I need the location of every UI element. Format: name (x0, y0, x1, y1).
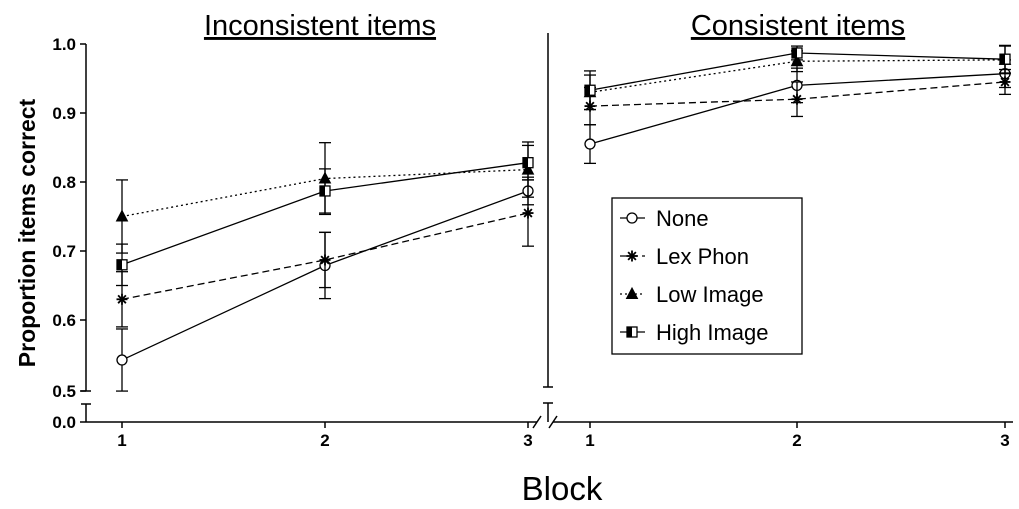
y-axis-label: Proportion items correct (14, 98, 40, 367)
marker-filled-triangle (625, 286, 639, 299)
legend-label: Low Image (656, 282, 764, 307)
x-axis-break-mark (548, 415, 558, 429)
marker-open-circle (626, 212, 638, 224)
marker-square-fill (1000, 54, 1005, 65)
x-tick-label: 3 (523, 431, 532, 450)
marker-asterisk-stroke (523, 208, 533, 218)
legend-item (620, 250, 645, 262)
x-tick-label: 3 (1000, 431, 1009, 450)
marker-square-fill (792, 47, 797, 58)
series-high-image (116, 144, 534, 287)
x-tick-label: 2 (320, 431, 329, 450)
legend-item (620, 286, 645, 299)
marker-filled-triangle (115, 209, 129, 222)
legend-label: None (656, 206, 709, 231)
x-tick-label: 1 (585, 431, 594, 450)
y-tick-label: 0.0 (52, 413, 76, 432)
marker-square-fill (320, 185, 325, 196)
panel-title: Inconsistent items (204, 10, 436, 42)
marker-square-fill (117, 259, 122, 270)
y-tick-label: 0.5 (52, 382, 76, 401)
series-line (589, 81, 1006, 107)
marker-asterisk-stroke (320, 255, 330, 265)
marker-asterisk-stroke (792, 94, 802, 104)
x-axis-break-mark (532, 415, 542, 429)
marker-open-circle (584, 138, 596, 150)
x-tick-label: 2 (792, 431, 801, 450)
marker-square-fill (523, 157, 528, 168)
marker-asterisk-stroke (627, 251, 637, 261)
y-tick-label: 0.6 (52, 311, 76, 330)
panel-title: Consistent items (691, 10, 905, 42)
marker-asterisk-stroke (117, 294, 127, 304)
legend-item (620, 212, 645, 224)
legend-label: High Image (656, 320, 769, 345)
x-axis-label: Block (522, 470, 603, 507)
marker-open-circle (116, 354, 128, 366)
legend-box (611, 197, 803, 355)
marker-square-fill (585, 85, 590, 96)
series-line (121, 212, 529, 300)
y-tick-label: 0.8 (52, 173, 76, 192)
y-tick-label: 0.7 (52, 242, 76, 261)
legend-item (620, 326, 645, 338)
legend-label: Lex Phon (656, 244, 749, 269)
marker-asterisk-stroke (1000, 77, 1010, 87)
series-high-image (584, 44, 1011, 111)
x-tick-label: 1 (117, 431, 126, 450)
marker-square-fill (627, 327, 632, 337)
y-tick-label: 1.0 (52, 35, 76, 54)
y-tick-label: 0.9 (52, 104, 76, 123)
